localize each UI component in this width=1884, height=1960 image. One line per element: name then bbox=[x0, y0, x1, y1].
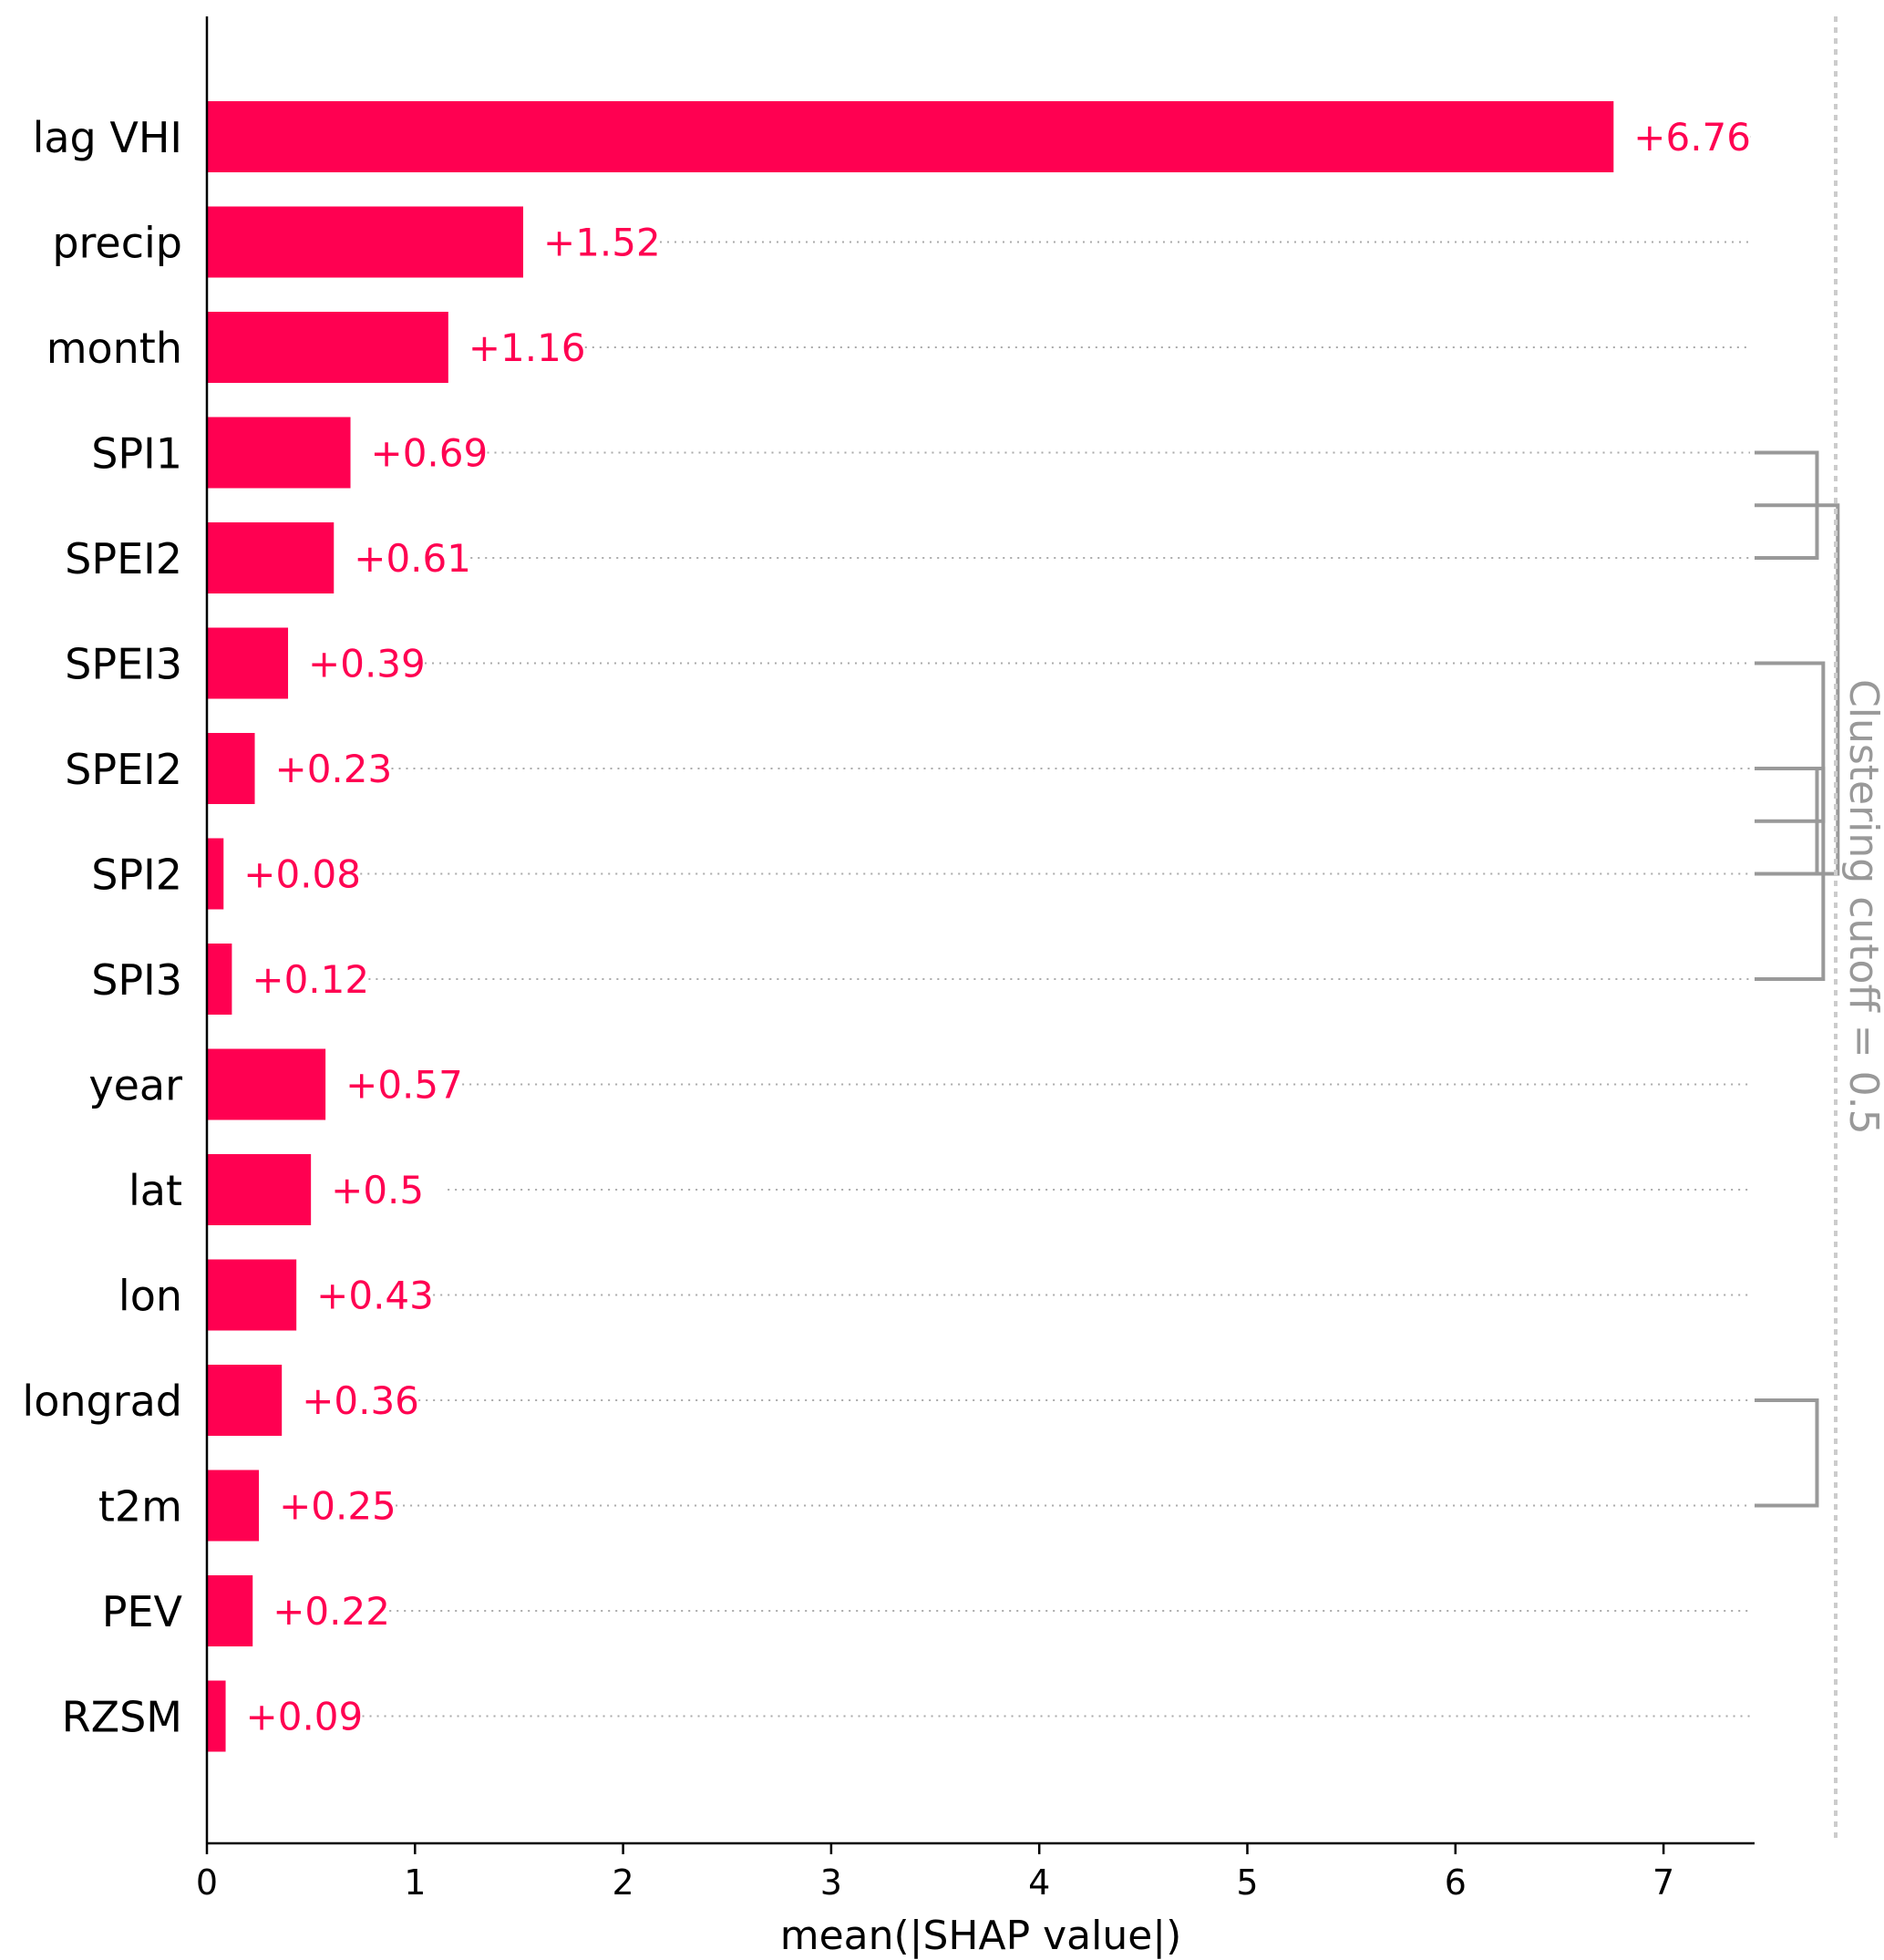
value-label: +1.16 bbox=[468, 325, 586, 370]
value-label: +6.76 bbox=[1633, 115, 1751, 160]
row-gridlines bbox=[360, 136, 1751, 1718]
category-label: lat bbox=[129, 1166, 182, 1215]
value-label: +0.43 bbox=[316, 1274, 434, 1318]
category-label: SPI3 bbox=[91, 955, 182, 1005]
x-tick-label: 2 bbox=[613, 1862, 634, 1903]
category-label: RZSM bbox=[62, 1693, 182, 1742]
bar bbox=[207, 206, 524, 278]
cutoff-label: Clustering cutoff = 0.5 bbox=[1840, 679, 1884, 1135]
bars bbox=[207, 101, 1614, 1752]
bar bbox=[207, 1680, 226, 1752]
category-label: SPEI2 bbox=[65, 745, 182, 794]
bar bbox=[207, 1365, 283, 1436]
bar bbox=[207, 1259, 297, 1331]
value-label: +0.36 bbox=[302, 1378, 419, 1423]
value-label: +0.09 bbox=[246, 1695, 364, 1739]
value-labels: +6.76 +1.52 +1.16 +0.69 +0.61 +0.39 +0.23 +0.08… bbox=[243, 115, 1751, 1739]
x-ticks: 0 1 2 3 4 5 6 7 bbox=[196, 1843, 1674, 1903]
category-label: longrad bbox=[22, 1377, 182, 1426]
category-label: SPEI2 bbox=[65, 534, 182, 583]
dendrogram-link bbox=[1755, 661, 1826, 823]
bar bbox=[207, 1154, 312, 1225]
x-tick-label: 0 bbox=[196, 1862, 218, 1903]
dendrogram-link bbox=[1755, 503, 1840, 876]
bar bbox=[207, 733, 255, 804]
x-tick-label: 7 bbox=[1652, 1862, 1674, 1903]
value-label: +0.69 bbox=[371, 431, 489, 476]
value-label: +0.57 bbox=[345, 1063, 463, 1108]
bar bbox=[207, 838, 224, 910]
x-tick-label: 5 bbox=[1236, 1862, 1258, 1903]
category-label: PEV bbox=[102, 1587, 183, 1636]
category-label: lon bbox=[118, 1272, 182, 1321]
value-label: +0.08 bbox=[243, 852, 361, 897]
category-labels: lag VHI precip month SPI1 SPEI2 SPEI3 SPEI2 SPI… bbox=[22, 113, 182, 1742]
value-label: +0.12 bbox=[252, 957, 369, 1002]
value-label: +0.61 bbox=[354, 536, 471, 581]
category-label: SPEI3 bbox=[65, 640, 182, 689]
value-label: +0.22 bbox=[273, 1589, 390, 1634]
category-label: SPI2 bbox=[91, 851, 182, 900]
clustering-dendrogram bbox=[1755, 450, 1840, 1508]
value-label: +1.52 bbox=[543, 221, 661, 265]
axes bbox=[205, 16, 1755, 1845]
category-label: t2m bbox=[98, 1482, 182, 1532]
category-label: precip bbox=[52, 219, 182, 268]
value-label: +0.39 bbox=[308, 642, 426, 686]
bar bbox=[207, 101, 1614, 172]
bar bbox=[207, 1048, 326, 1120]
bar bbox=[207, 1470, 260, 1542]
bar bbox=[207, 312, 448, 383]
bar bbox=[207, 417, 351, 489]
category-label: SPI1 bbox=[91, 429, 182, 479]
bar bbox=[207, 522, 335, 593]
x-tick-label: 6 bbox=[1445, 1862, 1467, 1903]
dendrogram-link bbox=[1755, 1398, 1819, 1508]
category-label: lag VHI bbox=[33, 113, 182, 162]
value-label: +0.25 bbox=[279, 1484, 396, 1529]
bar bbox=[207, 944, 232, 1015]
bar bbox=[207, 1575, 253, 1646]
x-tick-label: 3 bbox=[820, 1862, 842, 1903]
category-label: year bbox=[88, 1061, 182, 1110]
x-tick-label: 1 bbox=[404, 1862, 426, 1903]
category-label: month bbox=[46, 324, 182, 373]
value-label: +0.23 bbox=[275, 747, 393, 791]
bar bbox=[207, 627, 289, 699]
value-label: +0.5 bbox=[331, 1168, 424, 1212]
x-axis-title: mean(|SHAP value|) bbox=[780, 1913, 1182, 1959]
x-tick-label: 4 bbox=[1028, 1862, 1050, 1903]
